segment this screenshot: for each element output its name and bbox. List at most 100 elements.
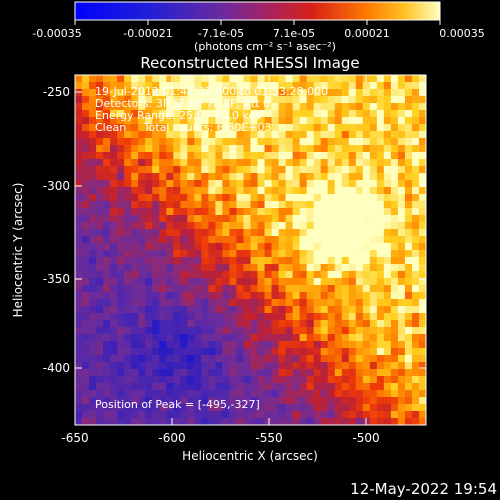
image-pixel — [96, 173, 104, 181]
image-pixel — [145, 383, 153, 391]
image-pixel — [229, 159, 238, 167]
image-pixel — [369, 145, 378, 153]
image-pixel — [341, 383, 350, 391]
image-pixel — [110, 145, 118, 153]
image-pixel — [299, 180, 308, 188]
image-pixel — [250, 229, 259, 237]
image-pixel — [278, 313, 287, 321]
image-pixel — [103, 383, 111, 391]
image-pixel — [320, 89, 329, 97]
image-pixel — [75, 327, 83, 335]
image-pixel — [208, 411, 216, 419]
image-pixel — [124, 180, 132, 188]
image-pixel — [383, 369, 392, 377]
image-pixel — [383, 103, 392, 111]
image-pixel — [229, 96, 238, 104]
image-pixel — [82, 152, 90, 160]
image-pixel — [187, 313, 195, 321]
image-pixel — [159, 187, 167, 195]
image-pixel — [187, 257, 195, 265]
image-pixel — [180, 369, 188, 377]
image-pixel — [89, 159, 97, 167]
image-pixel — [404, 138, 413, 146]
image-pixel — [96, 278, 104, 286]
image-pixel — [124, 173, 132, 181]
image-pixel — [166, 96, 174, 104]
image-pixel — [348, 222, 357, 230]
image-pixel — [257, 75, 266, 83]
image-pixel — [306, 187, 315, 195]
image-pixel — [110, 334, 118, 342]
image-pixel — [145, 306, 153, 314]
image-pixel — [187, 236, 195, 244]
image-pixel — [75, 159, 83, 167]
image-pixel — [138, 278, 146, 286]
image-pixel — [201, 222, 209, 230]
image-pixel — [411, 166, 420, 174]
image-pixel — [292, 152, 301, 160]
image-pixel — [334, 271, 343, 279]
image-pixel — [89, 362, 97, 370]
image-pixel — [89, 138, 97, 146]
image-pixel — [313, 124, 322, 132]
image-pixel — [355, 257, 364, 265]
image-pixel — [348, 229, 357, 237]
image-pixel — [180, 327, 188, 335]
image-pixel — [320, 404, 329, 412]
image-pixel — [404, 124, 413, 132]
image-pixel — [390, 152, 399, 160]
image-pixel — [383, 194, 392, 202]
image-pixel — [285, 138, 294, 146]
image-pixel — [201, 376, 209, 384]
image-pixel — [383, 222, 392, 230]
image-pixel — [390, 145, 399, 153]
image-pixel — [75, 348, 83, 356]
image-pixel — [313, 152, 322, 160]
image-pixel — [362, 348, 371, 356]
image-pixel — [131, 257, 139, 265]
image-pixel — [362, 152, 371, 160]
image-pixel — [285, 404, 294, 412]
image-pixel — [117, 418, 125, 425]
image-pixel — [145, 194, 153, 202]
image-pixel — [215, 383, 224, 391]
image-pixel — [222, 341, 231, 349]
image-pixel — [110, 159, 118, 167]
image-pixel — [299, 411, 308, 419]
image-pixel — [292, 236, 301, 244]
image-pixel — [96, 166, 104, 174]
image-pixel — [103, 166, 111, 174]
image-pixel — [320, 215, 329, 223]
image-pixel — [285, 362, 294, 370]
image-pixel — [299, 257, 308, 265]
image-pixel — [229, 411, 238, 419]
image-pixel — [264, 103, 273, 111]
image-pixel — [397, 138, 406, 146]
y-tick-label: -250 — [43, 85, 70, 99]
image-pixel — [117, 250, 125, 258]
info-clean-counts: Clean Total counts: 6.60E+03 — [95, 121, 272, 134]
image-pixel — [376, 411, 385, 419]
image-pixel — [355, 131, 364, 139]
image-pixel — [96, 362, 104, 370]
image-pixel — [306, 299, 315, 307]
image-pixel — [103, 369, 111, 377]
image-pixel — [271, 376, 280, 384]
image-pixel — [124, 362, 132, 370]
image-pixel — [187, 180, 195, 188]
image-pixel — [229, 215, 238, 223]
image-pixel — [138, 208, 146, 216]
image-pixel — [341, 327, 350, 335]
image-pixel — [117, 404, 125, 412]
image-pixel — [383, 327, 392, 335]
image-pixel — [257, 103, 266, 111]
image-pixel — [138, 355, 146, 363]
image-pixel — [166, 306, 174, 314]
image-pixel — [173, 166, 181, 174]
image-pixel — [250, 404, 259, 412]
image-pixel — [152, 103, 160, 111]
image-pixel — [418, 362, 426, 370]
image-pixel — [285, 376, 294, 384]
image-pixel — [376, 124, 385, 132]
image-pixel — [278, 138, 287, 146]
